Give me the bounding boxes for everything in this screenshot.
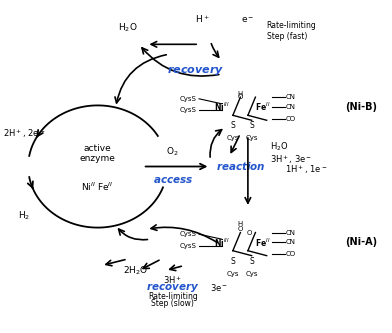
Text: $\bfit{recovery}$: $\bfit{recovery}$	[167, 64, 224, 77]
Text: 3e$^-$: 3e$^-$	[211, 281, 229, 292]
Text: Cys: Cys	[245, 136, 258, 142]
Text: Ni$^{III}$: Ni$^{III}$	[214, 101, 229, 113]
Text: (Ni-A): (Ni-A)	[345, 237, 377, 247]
Text: CN: CN	[285, 229, 296, 235]
Text: active
enzyme: active enzyme	[80, 144, 116, 163]
Text: CO: CO	[285, 251, 296, 257]
Text: CN: CN	[285, 104, 296, 110]
Text: CysS: CysS	[180, 243, 196, 249]
Text: H$_2$: H$_2$	[18, 210, 31, 222]
Text: Step (slow): Step (slow)	[151, 299, 194, 308]
Text: Rate-limiting
Step (fast): Rate-limiting Step (fast)	[267, 21, 316, 41]
Text: 3H$^+$, 3e$^-$: 3H$^+$, 3e$^-$	[270, 154, 313, 166]
Text: S: S	[249, 257, 254, 266]
Text: 3H$^+$: 3H$^+$	[163, 275, 182, 286]
Text: CN: CN	[285, 94, 296, 100]
Text: Ni$^{II}$ Fe$^{II}$: Ni$^{II}$ Fe$^{II}$	[82, 180, 114, 192]
Text: H: H	[238, 91, 243, 97]
Text: O: O	[247, 229, 252, 235]
Text: $\bfit{recovery}$: $\bfit{recovery}$	[146, 280, 200, 293]
Text: Fe$^{II}$: Fe$^{II}$	[255, 101, 270, 113]
Text: (Ni-B): (Ni-B)	[345, 102, 377, 112]
Text: H: H	[238, 221, 243, 227]
Text: O$_2$: O$_2$	[167, 146, 179, 158]
Text: Fe$^{II}$: Fe$^{II}$	[255, 236, 270, 249]
Text: Ni$^{III}$: Ni$^{III}$	[214, 236, 229, 249]
Text: $\bfit{reaction}$: $\bfit{reaction}$	[216, 161, 266, 172]
Text: CysS: CysS	[180, 96, 196, 102]
Text: H$^+$: H$^+$	[196, 13, 210, 25]
Text: CysS: CysS	[180, 107, 196, 113]
Text: H$_2$O: H$_2$O	[118, 22, 138, 34]
Text: CysS: CysS	[180, 231, 196, 237]
Text: S: S	[230, 257, 235, 266]
Text: O: O	[238, 225, 243, 231]
Text: S: S	[249, 122, 254, 131]
Text: CN: CN	[285, 239, 296, 245]
Text: S: S	[230, 122, 235, 131]
Text: $\bfit{access}$: $\bfit{access}$	[152, 175, 193, 185]
Text: Cys: Cys	[245, 271, 258, 277]
Text: 2H$_2$O: 2H$_2$O	[123, 264, 148, 277]
Text: e$^-$: e$^-$	[241, 15, 255, 25]
Text: Rate-limiting: Rate-limiting	[148, 292, 198, 301]
Text: Cys: Cys	[227, 136, 239, 142]
Text: 2H$^+$, 2e$^-$: 2H$^+$, 2e$^-$	[3, 127, 46, 140]
Text: Cys: Cys	[227, 271, 239, 277]
Text: H$_2$O: H$_2$O	[270, 141, 289, 153]
Text: 1H$^+$, 1e$^-$: 1H$^+$, 1e$^-$	[285, 164, 328, 176]
Text: CO: CO	[285, 116, 296, 122]
Text: O: O	[238, 94, 243, 100]
